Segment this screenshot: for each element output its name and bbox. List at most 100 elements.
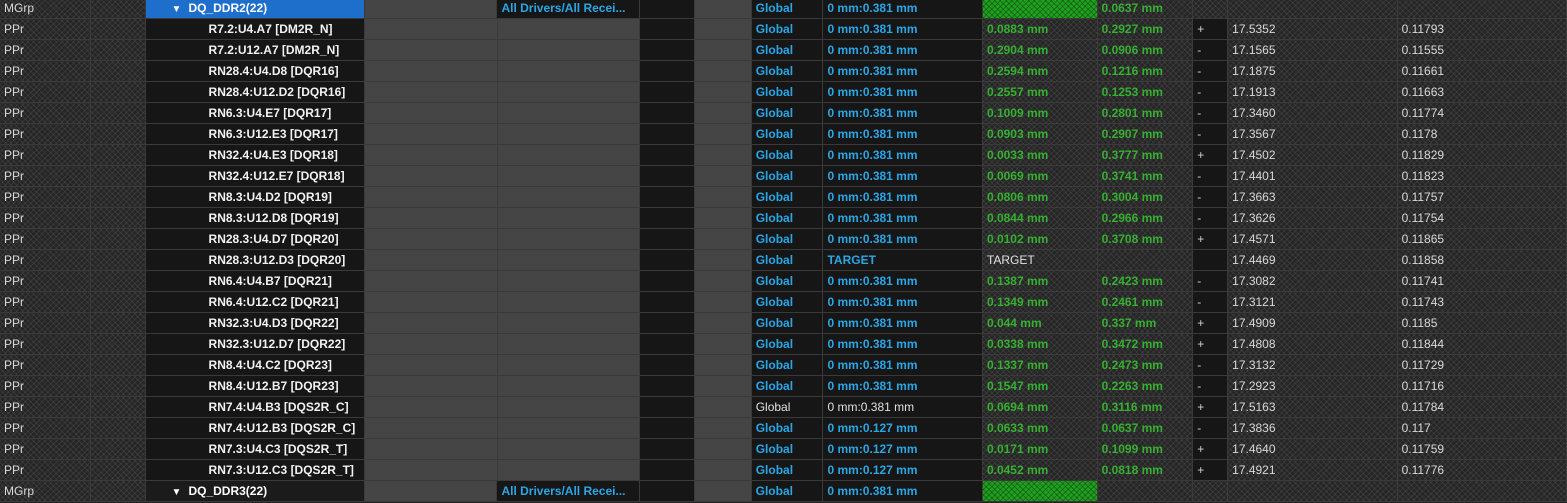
tolerance-range-cell[interactable]: 0 mm:0.381 mm [823, 313, 983, 334]
tolerance-range-cell[interactable]: 0 mm:0.381 mm [823, 397, 983, 418]
drivers-receivers-cell[interactable] [497, 40, 641, 61]
empty-column-cell[interactable] [364, 334, 498, 355]
net-name-cell[interactable]: R7.2:U4.A7 [DM2R_N] [145, 19, 365, 40]
table-row[interactable]: PPr RN8.3:U12.D8 [DQR19] Global 0 mm:0.381 … [0, 208, 1567, 229]
empty-column-cell[interactable] [640, 19, 695, 40]
net-name-cell[interactable]: RN6.3:U4.E7 [DQR17] [145, 103, 365, 124]
empty-column-cell[interactable] [694, 334, 752, 355]
empty-column-cell[interactable] [694, 292, 752, 313]
scope-cell[interactable]: Global [751, 124, 824, 145]
drivers-receivers-cell[interactable] [497, 145, 641, 166]
table-row[interactable]: PPr RN8.3:U4.D2 [DQR19] Global 0 mm:0.381 m… [0, 187, 1567, 208]
empty-column-cell[interactable] [364, 103, 498, 124]
expand-triangle-icon[interactable]: ▼ [171, 487, 182, 498]
group-name-cell[interactable]: ▼ DQ_DDR2(22) [145, 0, 365, 19]
empty-column-cell[interactable] [364, 0, 498, 19]
tolerance-range-cell[interactable]: 0 mm:0.381 mm [823, 0, 983, 19]
drivers-receivers-cell[interactable] [497, 397, 641, 418]
drivers-receivers-cell[interactable] [497, 208, 641, 229]
scope-cell[interactable]: Global [751, 376, 824, 397]
net-name-cell[interactable]: RN28.4:U12.D2 [DQR16] [145, 82, 365, 103]
empty-column-cell[interactable] [694, 313, 752, 334]
empty-column-cell[interactable] [364, 61, 498, 82]
scope-cell[interactable]: Global [751, 271, 824, 292]
tolerance-range-cell[interactable]: 0 mm:0.381 mm [823, 61, 983, 82]
empty-column-cell[interactable] [694, 376, 752, 397]
table-row[interactable]: PPr RN28.4:U4.D8 [DQR16] Global 0 mm:0.381 … [0, 61, 1567, 82]
tolerance-range-cell[interactable]: 0 mm:0.381 mm [823, 187, 983, 208]
empty-column-cell[interactable] [640, 103, 695, 124]
empty-column-cell[interactable] [694, 19, 752, 40]
empty-column-cell[interactable] [640, 313, 695, 334]
scope-cell[interactable]: Global [751, 0, 824, 19]
group-row[interactable]: MGrp ▼ DQ_DDR3(22) All Drivers/All Recei...… [0, 481, 1567, 502]
drivers-receivers-cell[interactable] [497, 229, 641, 250]
net-name-cell[interactable]: RN8.3:U4.D2 [DQR19] [145, 187, 365, 208]
table-row[interactable]: PPr RN8.4:U4.C2 [DQR23] Global 0 mm:0.381 m… [0, 355, 1567, 376]
empty-column-cell[interactable] [640, 187, 695, 208]
scope-cell[interactable]: Global [751, 313, 824, 334]
scope-cell[interactable]: Global [751, 292, 824, 313]
net-name-cell[interactable]: RN32.3:U12.D7 [DQR22] [145, 334, 365, 355]
empty-column-cell[interactable] [640, 40, 695, 61]
empty-column-cell[interactable] [364, 229, 498, 250]
net-name-cell[interactable]: RN6.3:U12.E3 [DQR17] [145, 124, 365, 145]
empty-column-cell[interactable] [640, 61, 695, 82]
empty-column-cell[interactable] [694, 460, 752, 481]
empty-column-cell[interactable] [640, 124, 695, 145]
empty-column-cell[interactable] [694, 481, 752, 502]
empty-column-cell[interactable] [364, 145, 498, 166]
drivers-receivers-cell[interactable] [497, 334, 641, 355]
net-name-cell[interactable]: RN7.4:U12.B3 [DQS2R_C] [145, 418, 365, 439]
drivers-receivers-cell[interactable] [497, 460, 641, 481]
drivers-receivers-cell[interactable] [497, 418, 641, 439]
tolerance-range-cell[interactable]: 0 mm:0.381 mm [823, 208, 983, 229]
net-name-cell[interactable]: RN28.3:U4.D7 [DQR20] [145, 229, 365, 250]
drivers-receivers-cell[interactable] [497, 355, 641, 376]
empty-column-cell[interactable] [640, 460, 695, 481]
drivers-receivers-cell[interactable] [497, 187, 641, 208]
empty-column-cell[interactable] [639, 0, 695, 19]
empty-column-cell[interactable] [640, 250, 695, 271]
drivers-receivers-cell[interactable] [497, 376, 641, 397]
empty-column-cell[interactable] [694, 187, 752, 208]
drivers-receivers-cell[interactable] [497, 250, 641, 271]
tolerance-range-cell[interactable]: 0 mm:0.127 mm [823, 439, 983, 460]
empty-column-cell[interactable] [364, 271, 498, 292]
tolerance-range-cell[interactable]: 0 mm:0.381 mm [823, 40, 983, 61]
tolerance-range-cell[interactable]: 0 mm:0.381 mm [823, 124, 983, 145]
drivers-receivers-cell[interactable] [497, 124, 641, 145]
scope-cell[interactable]: Global [751, 439, 824, 460]
empty-column-cell[interactable] [364, 166, 498, 187]
tolerance-range-cell[interactable]: 0 mm:0.381 mm [823, 145, 983, 166]
scope-cell[interactable]: Global [751, 460, 824, 481]
drivers-receivers-cell[interactable] [497, 19, 641, 40]
scope-cell[interactable]: Global [751, 145, 824, 166]
table-row[interactable]: PPr RN32.4:U4.E3 [DQR18] Global 0 mm:0.381 … [0, 145, 1567, 166]
scope-cell[interactable]: Global [751, 187, 824, 208]
table-row[interactable]: PPr RN32.3:U12.D7 [DQR22] Global 0 mm:0.381… [0, 334, 1567, 355]
net-name-cell[interactable]: RN32.3:U4.D3 [DQR22] [145, 313, 365, 334]
empty-column-cell[interactable] [694, 0, 752, 19]
net-name-cell[interactable]: RN28.3:U12.D3 [DQR20] [145, 250, 365, 271]
empty-column-cell[interactable] [364, 82, 498, 103]
net-name-cell[interactable]: RN6.4:U12.C2 [DQR21] [145, 292, 365, 313]
tolerance-range-cell[interactable]: 0 mm:0.127 mm [823, 460, 983, 481]
expand-triangle-icon[interactable]: ▼ [171, 4, 182, 15]
empty-column-cell[interactable] [694, 82, 752, 103]
net-name-cell[interactable]: RN8.3:U12.D8 [DQR19] [145, 208, 365, 229]
table-row[interactable]: PPr RN7.3:U12.C3 [DQS2R_T] Global 0 mm:0.12… [0, 460, 1567, 481]
empty-column-cell[interactable] [364, 19, 498, 40]
drivers-receivers-cell[interactable] [497, 82, 641, 103]
empty-column-cell[interactable] [640, 82, 695, 103]
table-row[interactable]: PPr RN7.4:U12.B3 [DQS2R_C] Global 0 mm:0.12… [0, 418, 1567, 439]
empty-column-cell[interactable] [694, 61, 752, 82]
empty-column-cell[interactable] [694, 271, 752, 292]
table-row[interactable]: PPr RN6.4:U12.C2 [DQR21] Global 0 mm:0.381 … [0, 292, 1567, 313]
empty-column-cell[interactable] [640, 439, 695, 460]
empty-column-cell[interactable] [694, 439, 752, 460]
empty-column-cell[interactable] [640, 208, 695, 229]
empty-column-cell[interactable] [694, 418, 752, 439]
empty-column-cell[interactable] [640, 145, 695, 166]
scope-cell[interactable]: Global [751, 334, 824, 355]
